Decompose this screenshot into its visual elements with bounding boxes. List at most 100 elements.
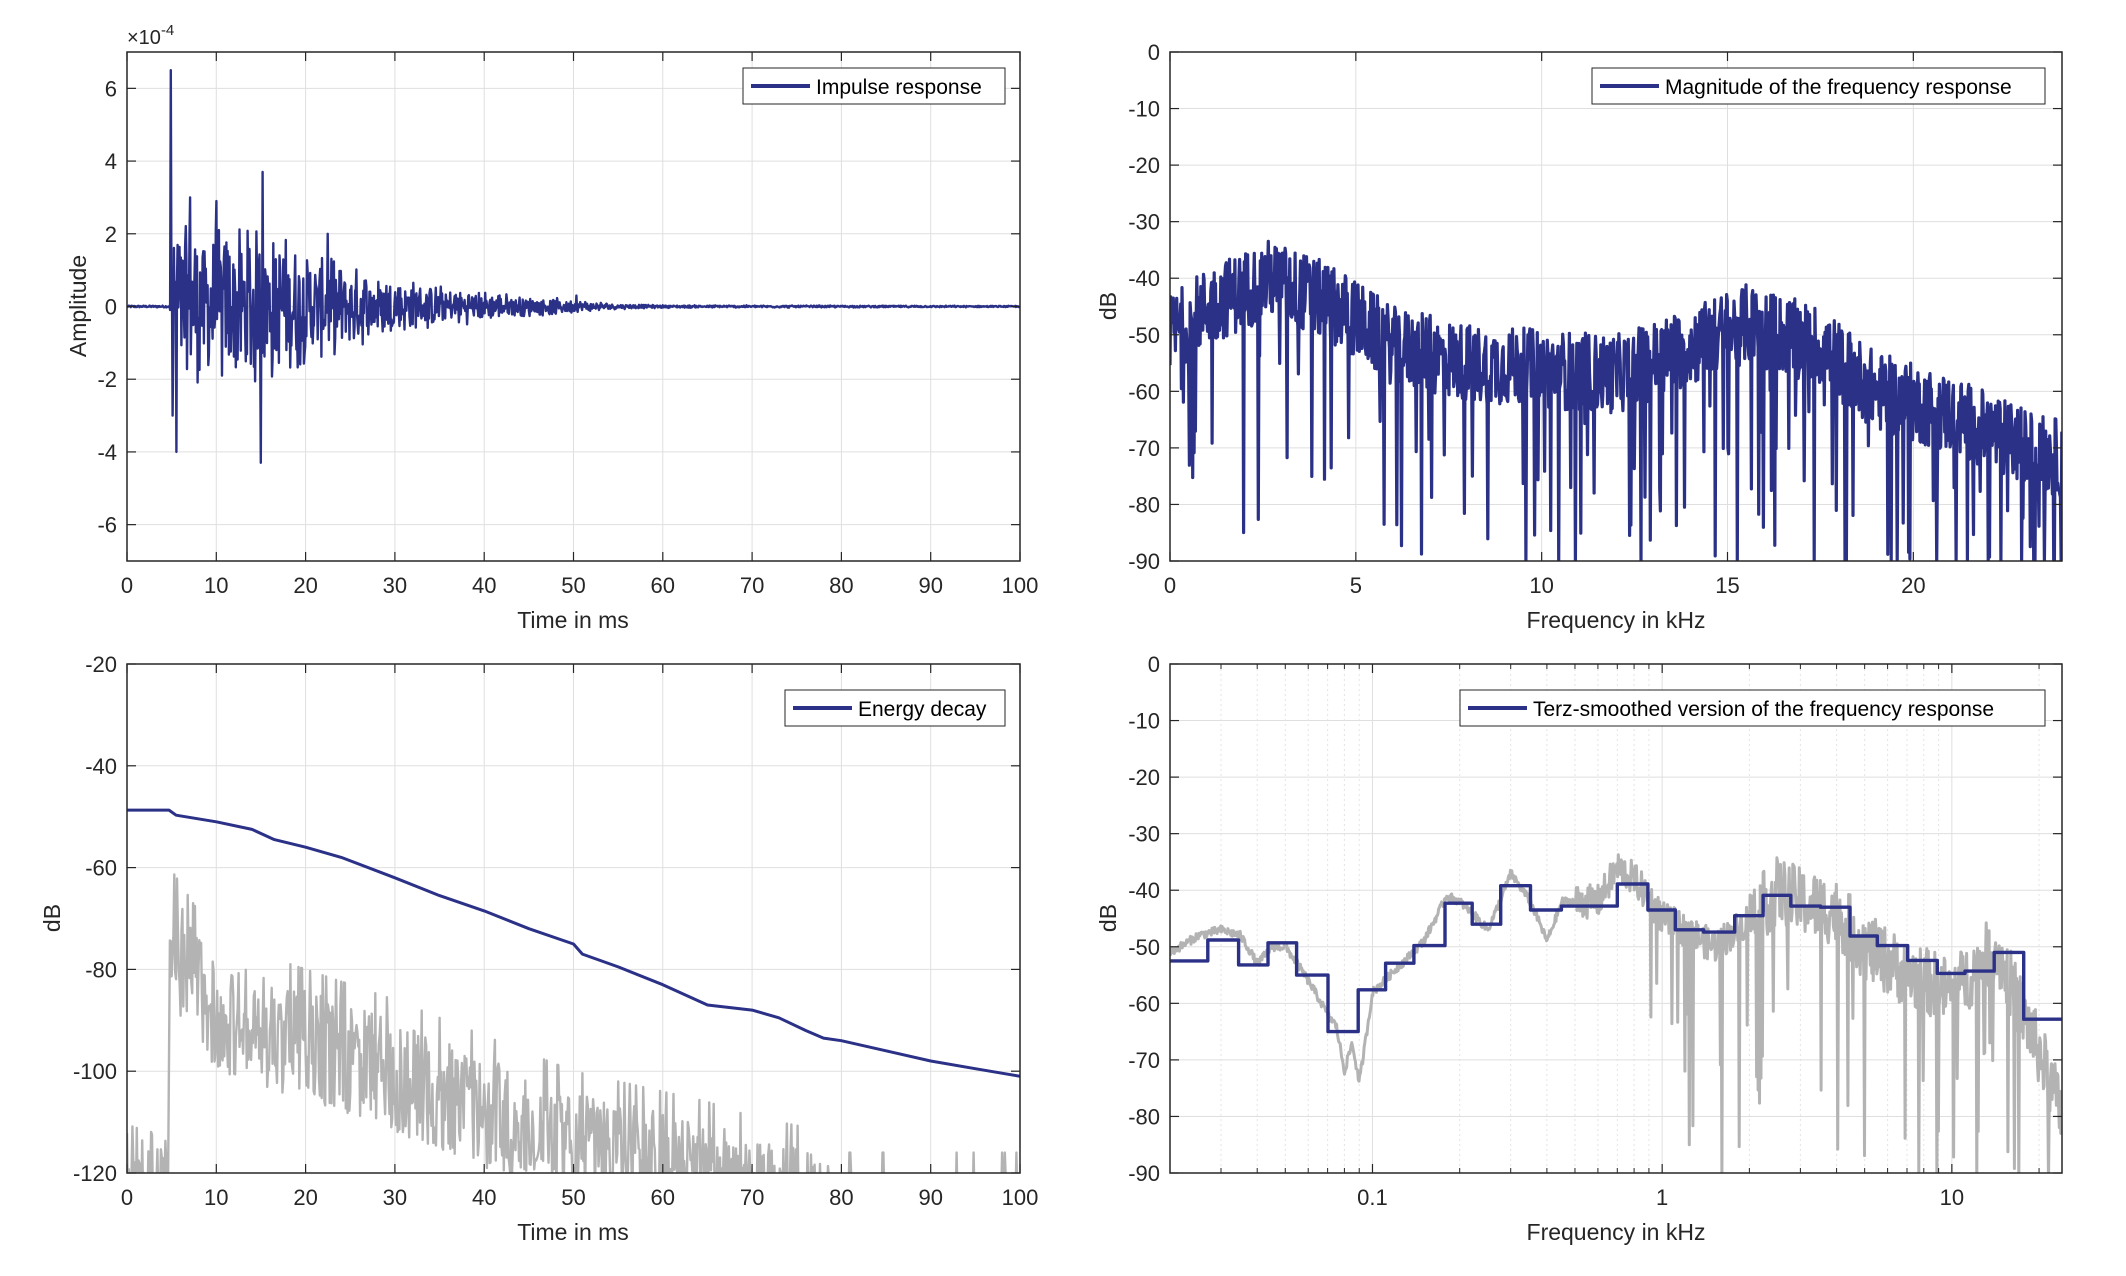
y-tick-label: -50 (1128, 935, 1160, 960)
legend: Magnitude of the frequency response (1591, 67, 2046, 105)
axes-box (1169, 663, 2063, 1174)
x-tick-label: 50 (561, 573, 585, 598)
y-tick-label: -120 (73, 1161, 117, 1186)
plot-area (1170, 664, 2062, 1173)
legend-entry: Terz-smoothed version of the frequency r… (1533, 698, 1994, 721)
y-tick-label: -20 (85, 652, 117, 677)
x-tick-label: 10 (1529, 573, 1553, 598)
y-tick-label: -10 (1128, 97, 1160, 122)
y-axis-label: dB (1095, 292, 1121, 320)
y-axis-label: dB (1095, 904, 1121, 932)
y-tick-label: 0 (1148, 40, 1160, 65)
x-tick-label: 0 (1164, 573, 1176, 598)
energy-decay-line (127, 808, 1020, 1078)
ticks: 0 5 10 15 20 0 -10 -20 -30 -40 -50 -60 -70 -80 -90 (1128, 40, 2062, 598)
x-axis-label: Time in ms (517, 1219, 629, 1245)
y-tick-label: -70 (1128, 436, 1160, 461)
x-tick-label: 20 (293, 573, 317, 598)
legend: Terz-smoothed version of the frequency r… (1459, 689, 2046, 727)
plot-lines (127, 69, 1020, 464)
x-axis-label: Frequency in kHz (1527, 1219, 1706, 1245)
ticks: 0 10 20 30 40 50 60 70 80 90 100 -20 -40 -60 -80 -100 -1… (73, 652, 1038, 1210)
x-axis-label: Frequency in kHz (1527, 607, 1706, 633)
y-tick-label: -4 (97, 440, 117, 465)
plot-lines (1170, 853, 2062, 1173)
y-tick-label: -80 (85, 957, 117, 982)
y-tick-label: -90 (1128, 1161, 1160, 1186)
terz-smoothed-panel: 0.1 1 10 0 -10 -20 -30 -40 -50 -60 -70 -80 -90 Frequ… (1095, 652, 2063, 1245)
legend-box (1459, 689, 2046, 727)
x-tick-label: 0.1 (1357, 1185, 1388, 1210)
y-axis-label: Amplitude (65, 255, 91, 357)
y-tick-label: -10 (1128, 709, 1160, 734)
x-tick-label: 80 (829, 573, 853, 598)
y-tick-label: -70 (1128, 1048, 1160, 1073)
x-tick-label: 40 (472, 573, 496, 598)
magnitude-response-line (1170, 239, 2062, 561)
legend: Impulse response (742, 67, 1006, 105)
y-tick-label: -40 (85, 754, 117, 779)
y-tick-label: -40 (1128, 878, 1160, 903)
legend: Energy decay (784, 689, 1006, 727)
x-tick-label: 30 (383, 1185, 407, 1210)
legend-entry: Magnitude of the frequency response (1665, 76, 2012, 99)
y-tick-label: 2 (105, 222, 117, 247)
x-tick-label: 5 (1350, 573, 1362, 598)
y-tick-label: -60 (85, 856, 117, 881)
x-tick-label: 0 (121, 573, 133, 598)
x-tick-label: 10 (1940, 1185, 1964, 1210)
x-tick-label: 40 (472, 1185, 496, 1210)
x-axis-label: Time in ms (517, 607, 629, 633)
y-tick-label: -2 (97, 367, 117, 392)
x-tick-label: 15 (1715, 573, 1739, 598)
x-tick-label: 20 (1901, 573, 1925, 598)
y-tick-label: 6 (105, 76, 117, 101)
y-tick-label: -30 (1128, 822, 1160, 847)
y-tick-label: 0 (1148, 652, 1160, 677)
x-tick-label: 70 (740, 573, 764, 598)
x-tick-label: 100 (1002, 573, 1039, 598)
y-tick-label: -90 (1128, 549, 1160, 574)
x-tick-label: 10 (204, 573, 228, 598)
y-exponent-label: ×10-4 (127, 22, 174, 49)
axes-box (1169, 51, 2063, 562)
magnitude-response-panel: 0 5 10 15 20 0 -10 -20 -30 -40 -50 -60 -70 -80 -90 Fre… (1095, 40, 2063, 633)
y-tick-label: -80 (1128, 492, 1160, 517)
y-tick-label: 0 (105, 295, 117, 320)
y-tick-label: -30 (1128, 210, 1160, 235)
y-tick-label: -60 (1128, 379, 1160, 404)
x-tick-label: 60 (651, 1185, 675, 1210)
x-tick-label: 70 (740, 1185, 764, 1210)
x-tick-label: 60 (651, 573, 675, 598)
y-tick-label: -20 (1128, 765, 1160, 790)
x-tick-label: 90 (918, 1185, 942, 1210)
x-tick-label: 30 (383, 573, 407, 598)
y-tick-label: -20 (1128, 153, 1160, 178)
y-tick-label: -50 (1128, 323, 1160, 348)
impulse-response-panel: 0 10 20 30 40 50 60 70 80 90 100 -6 -4 -2 0 2 4 6 ×10-4 T… (65, 22, 1038, 633)
y-tick-label: -6 (97, 513, 117, 538)
legend-entry: Impulse response (816, 76, 982, 99)
x-tick-label: 50 (561, 1185, 585, 1210)
x-tick-label: 100 (1002, 1185, 1039, 1210)
y-tick-label: -80 (1128, 1104, 1160, 1129)
impulse-response-line (127, 69, 1020, 464)
x-tick-label: 80 (829, 1185, 853, 1210)
y-tick-label: -100 (73, 1059, 117, 1084)
x-tick-label: 10 (204, 1185, 228, 1210)
x-tick-label: 20 (293, 1185, 317, 1210)
ticks: 0 10 20 30 40 50 60 70 80 90 100 -6 -4 -2 0 2 4 6 (97, 52, 1038, 598)
y-axis-label: dB (39, 904, 65, 932)
y-tick-label: 4 (105, 149, 117, 174)
y-tick-label: -60 (1128, 991, 1160, 1016)
plot-lines (1170, 239, 2062, 561)
energy-decay-panel: 0 10 20 30 40 50 60 70 80 90 100 -20 -40 -60 -80 -100 -1… (39, 652, 1038, 1245)
y-tick-label: -40 (1128, 266, 1160, 291)
legend-box (1591, 67, 2046, 105)
legend-entry: Energy decay (858, 698, 987, 721)
terz-smoothed-line (1170, 882, 2062, 1034)
ticks: 0.1 1 10 0 -10 -20 -30 -40 -50 -60 -70 -80 -90 (1128, 652, 2062, 1210)
x-tick-label: 90 (918, 573, 942, 598)
x-tick-label: 1 (1656, 1185, 1668, 1210)
